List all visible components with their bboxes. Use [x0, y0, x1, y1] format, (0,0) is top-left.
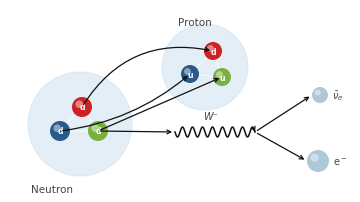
Circle shape [315, 90, 321, 96]
Circle shape [181, 66, 199, 84]
Circle shape [162, 25, 248, 110]
Text: d: d [95, 127, 101, 136]
Circle shape [307, 150, 329, 172]
Circle shape [213, 69, 231, 87]
Circle shape [28, 73, 132, 176]
Circle shape [204, 43, 222, 61]
Circle shape [312, 87, 328, 103]
Text: u: u [219, 73, 225, 82]
Text: $\bar{\nu}_e$: $\bar{\nu}_e$ [332, 89, 343, 102]
Text: d: d [210, 47, 216, 56]
Circle shape [184, 69, 191, 76]
Circle shape [88, 121, 108, 141]
Text: d: d [57, 127, 63, 136]
Text: W⁻: W⁻ [203, 112, 217, 121]
Text: d: d [79, 103, 85, 112]
Text: Proton: Proton [178, 18, 212, 28]
Circle shape [311, 154, 319, 162]
Text: e$^-$: e$^-$ [333, 156, 347, 167]
Circle shape [91, 125, 99, 132]
Text: Neutron: Neutron [31, 184, 73, 194]
Circle shape [216, 72, 223, 79]
Circle shape [50, 121, 70, 141]
Circle shape [207, 46, 214, 53]
Circle shape [53, 125, 61, 132]
Circle shape [75, 101, 83, 108]
Text: u: u [187, 70, 193, 79]
Circle shape [72, 98, 92, 117]
